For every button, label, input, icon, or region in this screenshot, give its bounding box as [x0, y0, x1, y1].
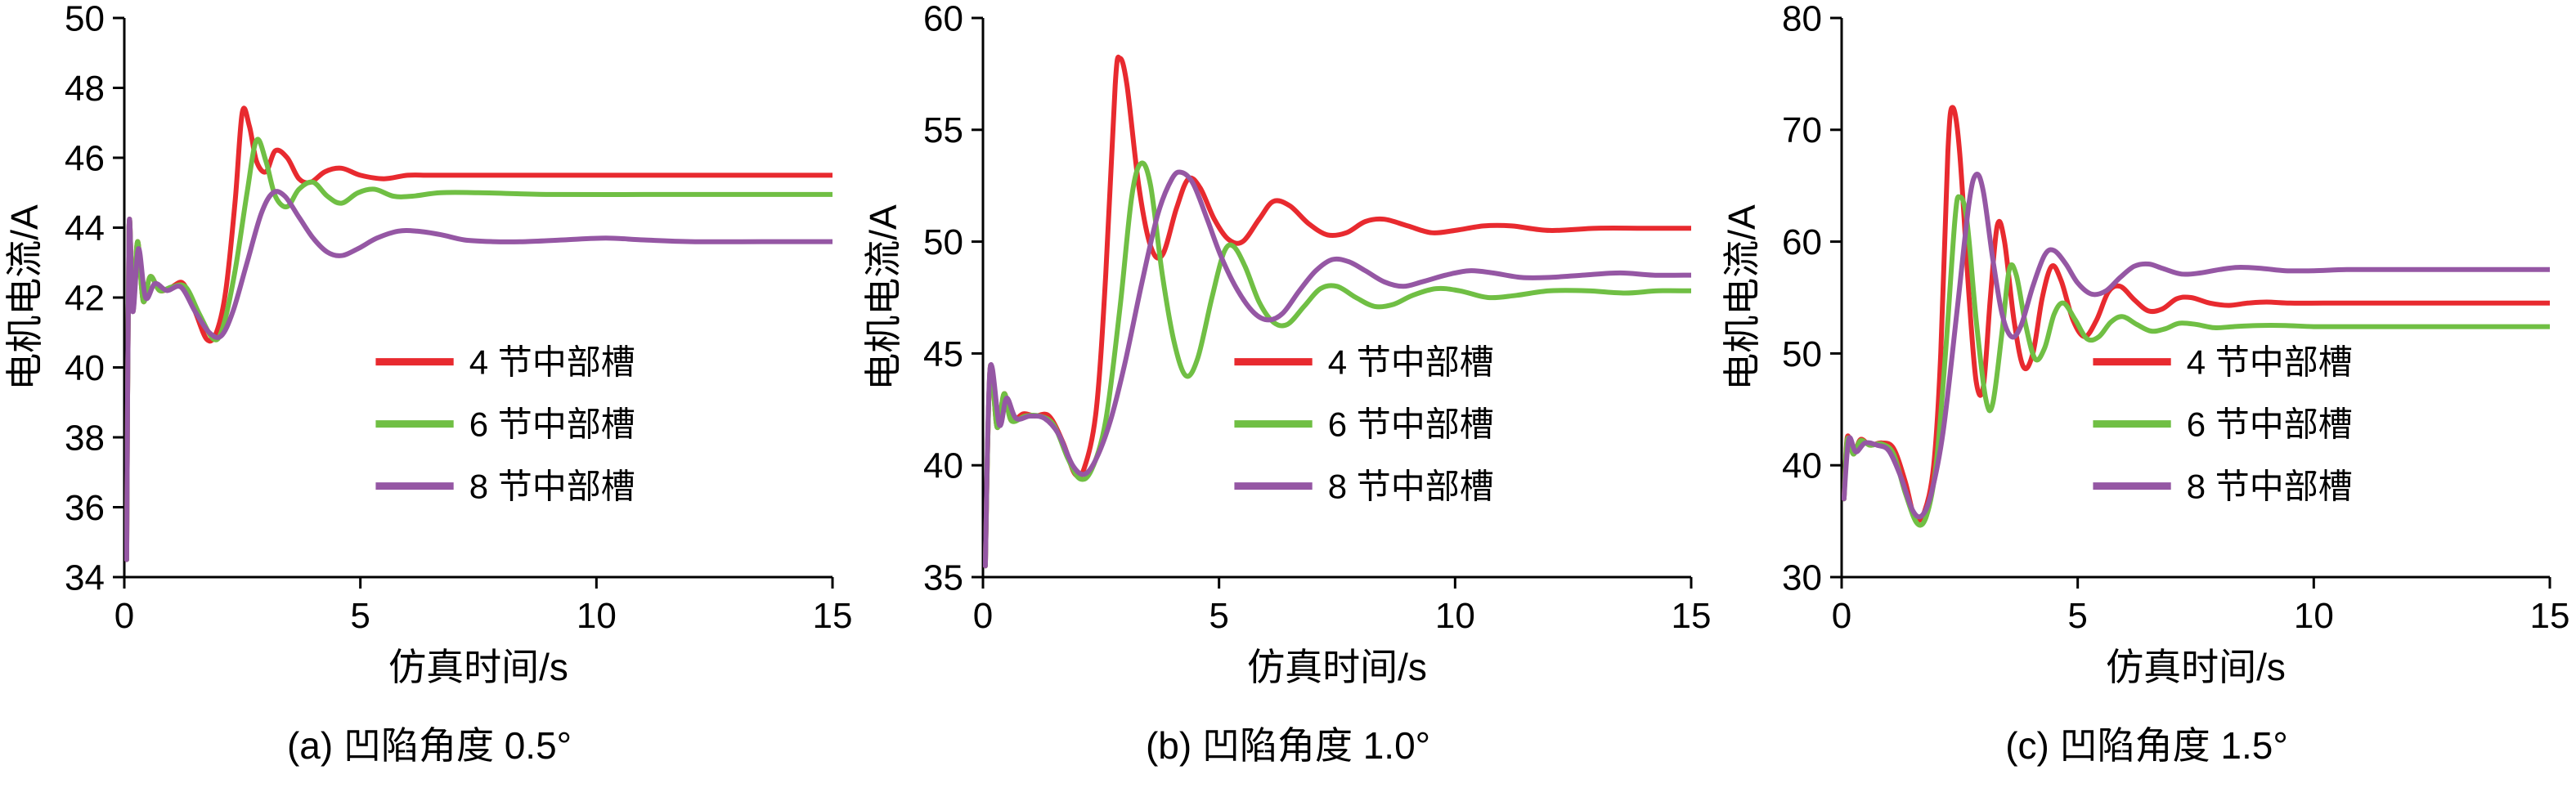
x-tick-label: 10 — [1435, 596, 1475, 636]
y-tick-label: 45 — [923, 334, 963, 374]
y-tick-label: 55 — [923, 110, 963, 150]
x-tick-label: 10 — [2294, 596, 2334, 636]
legend-label-1: 6 节中部槽 — [1328, 405, 1494, 443]
x-axis-label: 仿真时间/s — [1247, 646, 1427, 688]
y-tick-label: 60 — [1782, 222, 1822, 262]
legend-label-0: 4 节中部槽 — [2187, 343, 2353, 381]
caption-b: (b) 凹陷角度 1.0° — [1145, 724, 1431, 767]
x-tick-label: 15 — [1672, 596, 1712, 636]
y-tick-label: 80 — [1782, 0, 1822, 38]
legend-label-0: 4 节中部槽 — [1328, 343, 1494, 381]
y-tick-label: 38 — [65, 418, 105, 458]
y-tick-label: 40 — [923, 446, 963, 486]
y-axis-label: 电机电流/A — [1721, 204, 1763, 391]
y-tick-label: 40 — [65, 348, 105, 388]
y-tick-label: 50 — [65, 0, 105, 38]
y-tick-label: 46 — [65, 138, 105, 178]
x-axis-label: 仿真时间/s — [2106, 646, 2286, 688]
chart-panel-a: 34 36 38 40 42 44 46 48 50 0 5 10 15 仿真时间/s 电机电流/A 4 节中… — [0, 0, 859, 788]
legend-label-0: 4 节中部槽 — [469, 343, 635, 381]
series-line-2 — [983, 169, 1691, 569]
legend-label-2: 8 节中部槽 — [469, 467, 635, 505]
series-line-1 — [1842, 194, 2550, 528]
y-tick-label: 34 — [65, 557, 105, 598]
x-tick-label: 0 — [114, 596, 134, 636]
y-tick-label: 60 — [923, 0, 963, 38]
chart-b-svg: 35 40 45 50 55 60 0 5 10 15 仿真时间/s 电机电流/A 4 节中部槽 6 节中… — [862, 0, 1712, 688]
chart-a-svg: 34 36 38 40 42 44 46 48 50 0 5 10 15 仿真时间/s 电机电流/A 4 节中… — [3, 0, 853, 688]
y-tick-label: 70 — [1782, 110, 1822, 150]
y-tick-label: 35 — [923, 557, 963, 598]
y-tick-label: 50 — [1782, 334, 1822, 374]
x-tick-label: 0 — [1832, 596, 1851, 636]
caption-c: (c) 凹陷角度 1.5° — [2005, 724, 2288, 767]
y-tick-label: 40 — [1782, 446, 1822, 486]
x-tick-label: 5 — [1209, 596, 1228, 636]
legend-label-1: 6 节中部槽 — [469, 405, 635, 443]
chart-c-svg: 30 40 50 60 70 80 0 5 10 15 仿真时间/s 电机电流/A 4 节中部槽 6 节中… — [1721, 0, 2570, 688]
y-tick-label: 48 — [65, 69, 105, 109]
y-tick-label: 36 — [65, 488, 105, 528]
chart-panel-c: 30 40 50 60 70 80 0 5 10 15 仿真时间/s 电机电流/A 4 节中部槽 6 节中… — [1717, 0, 2576, 788]
y-axis-label: 电机电流/A — [862, 204, 904, 391]
caption-a: (a) 凹陷角度 0.5° — [286, 724, 572, 767]
y-tick-label: 44 — [65, 208, 105, 248]
series-line-2 — [1842, 172, 2550, 520]
legend-label-2: 8 节中部槽 — [2187, 467, 2353, 505]
legend-label-1: 6 节中部槽 — [2187, 405, 2353, 443]
legend-label-2: 8 节中部槽 — [1328, 467, 1494, 505]
chart-panel-b: 35 40 45 50 55 60 0 5 10 15 仿真时间/s 电机电流/A 4 节中部槽 6 节中… — [859, 0, 1717, 788]
y-axis-label: 电机电流/A — [3, 204, 46, 391]
series-line-2 — [124, 189, 832, 562]
x-axis-label: 仿真时间/s — [388, 646, 568, 688]
y-tick-label: 42 — [65, 278, 105, 318]
x-tick-label: 5 — [350, 596, 370, 636]
x-tick-label: 0 — [973, 596, 993, 636]
y-tick-label: 50 — [923, 222, 963, 262]
x-tick-label: 15 — [2530, 596, 2570, 636]
x-tick-label: 5 — [2067, 596, 2087, 636]
y-tick-label: 30 — [1782, 557, 1822, 598]
x-tick-label: 15 — [813, 596, 853, 636]
x-tick-label: 10 — [577, 596, 617, 636]
